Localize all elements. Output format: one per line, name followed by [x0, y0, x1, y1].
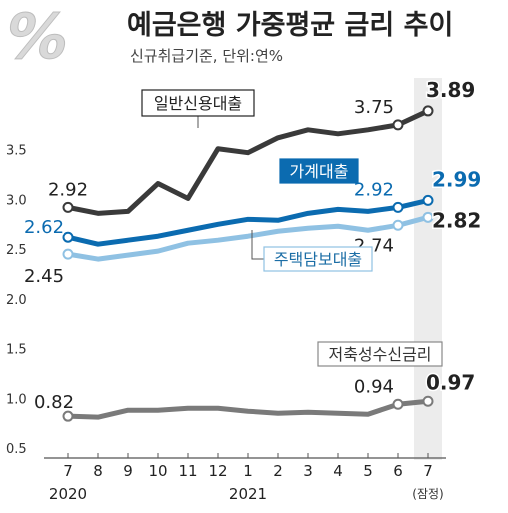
x-tick-label: 7 — [63, 462, 73, 480]
y-tick-label: 3.5 — [6, 144, 27, 159]
data-point-marker — [422, 211, 434, 223]
series-name-label: 주택담보대출 — [274, 250, 362, 269]
x-tick-label: 8 — [93, 462, 103, 480]
y-tick-label: 0.5 — [6, 442, 27, 457]
x-tick-label: 7 — [423, 462, 433, 480]
x-tick-label: 5 — [363, 462, 373, 480]
data-label: 2.45 — [24, 266, 64, 287]
series-line — [65, 197, 431, 247]
x-tick-label: 9 — [123, 462, 133, 480]
data-point-marker — [392, 398, 404, 410]
data-label: 2.92 — [354, 179, 394, 200]
y-tick-label: 2.0 — [6, 293, 27, 308]
series-line — [65, 398, 431, 420]
series-callout-box — [141, 89, 255, 117]
series-callout-box — [317, 341, 443, 367]
y-tick-label: 1.5 — [6, 343, 27, 358]
x-tick-label: 12 — [208, 462, 227, 480]
data-point-marker — [62, 231, 74, 243]
x-tick-label: 3 — [303, 462, 313, 480]
series-name-label: 가계대출 — [290, 162, 349, 181]
data-label: 0.82 — [34, 392, 74, 413]
x-tick-label: 4 — [333, 462, 343, 480]
data-point-marker — [422, 105, 434, 117]
y-tick-label: 3.0 — [6, 193, 27, 208]
data-point-marker — [392, 119, 404, 131]
y-tick-label: 2.5 — [6, 243, 27, 258]
year-label: 2021 — [229, 485, 267, 503]
series-name-label: 일반신용대출 — [154, 94, 242, 113]
data-point-marker — [62, 248, 74, 260]
year-label: 2020 — [49, 485, 87, 503]
percent-logo-glyph: % — [0, 1, 76, 73]
series-callout-box — [263, 246, 373, 272]
chart-title: 예금은행 가중평균 금리 추이 — [127, 10, 453, 41]
provisional-note: (잠정) — [412, 487, 443, 501]
data-label: 0.97 — [426, 370, 475, 394]
data-label: 2.82 — [432, 208, 481, 232]
y-tick-label: 1.0 — [6, 392, 27, 407]
data-point-marker — [62, 201, 74, 213]
series-layer: 2.923.753.892.622.92 2.992.452.742.820.82… — [22, 76, 483, 422]
data-label: 2.62 — [24, 217, 64, 238]
data-point-marker — [422, 395, 434, 407]
x-tick-label: 2 — [273, 462, 283, 480]
percent-logo: % — [0, 0, 76, 73]
data-label: 3.89 — [426, 78, 475, 102]
x-tick-label: 6 — [393, 462, 403, 480]
chart-subtitle: 신규취급기준, 단위:연% — [130, 47, 283, 65]
data-point-marker — [392, 201, 404, 213]
x-tick-label: 1 — [243, 462, 253, 480]
data-label: 3.75 — [354, 97, 394, 118]
data-point-marker — [422, 194, 434, 206]
data-point-marker — [62, 410, 74, 422]
axes: 3.53.02.52.01.51.00.57 8 9 10 11 12 1 2 3 4 5 6 7202… — [6, 144, 446, 503]
x-tick-label: 10 — [148, 462, 167, 480]
x-tick-label: 11 — [178, 462, 197, 480]
data-label: 0.94 — [354, 376, 394, 397]
data-label: 2.99 — [432, 167, 481, 191]
series-line — [65, 108, 431, 216]
data-label: 2.92 — [48, 179, 88, 200]
callout-leader — [251, 230, 264, 260]
series-line — [65, 214, 431, 262]
series-callout-box — [279, 158, 359, 184]
data-point-marker — [392, 219, 404, 231]
series-name-label: 저축성수신금리 — [328, 345, 431, 364]
